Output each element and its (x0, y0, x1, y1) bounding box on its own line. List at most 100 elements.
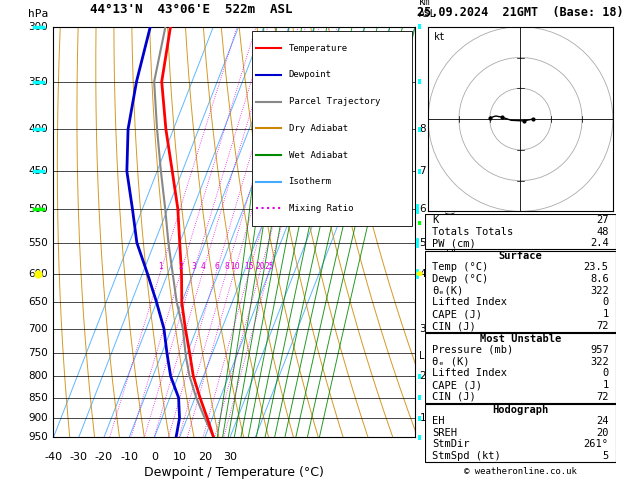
Text: 5: 5 (420, 238, 426, 248)
Text: θₑ(K): θₑ(K) (432, 286, 464, 295)
Text: 1: 1 (159, 261, 164, 271)
Text: 8: 8 (420, 124, 426, 134)
Text: Dewpoint: Dewpoint (289, 70, 331, 80)
Text: 7: 7 (420, 166, 426, 176)
Bar (425, 251, 616, 332)
Text: 27: 27 (596, 215, 609, 225)
Text: 6: 6 (214, 261, 219, 271)
Text: Dewp (°C): Dewp (°C) (432, 274, 489, 284)
Text: 15: 15 (245, 261, 254, 271)
Text: 450: 450 (28, 166, 48, 176)
Text: 25.09.2024  21GMT  (Base: 18): 25.09.2024 21GMT (Base: 18) (417, 6, 624, 19)
Text: 750: 750 (28, 348, 48, 358)
Text: 500: 500 (28, 204, 48, 214)
Text: 20: 20 (198, 452, 212, 462)
Text: 23.5: 23.5 (584, 262, 609, 272)
Text: 322: 322 (590, 357, 609, 366)
Text: 10: 10 (172, 452, 187, 462)
Text: +: + (428, 269, 437, 278)
Text: Wet Adiabat: Wet Adiabat (289, 151, 348, 159)
Text: 5: 5 (603, 451, 609, 461)
Text: Totals Totals: Totals Totals (432, 226, 513, 237)
Text: Lifted Index: Lifted Index (432, 297, 507, 308)
Text: -40: -40 (45, 452, 62, 462)
Text: 10: 10 (230, 261, 240, 271)
Text: Mixing Ratio (g/kg): Mixing Ratio (g/kg) (447, 186, 456, 278)
Text: hPa: hPa (28, 9, 48, 18)
Text: 2: 2 (420, 371, 426, 381)
Text: 900: 900 (28, 413, 48, 423)
Text: CIN (J): CIN (J) (432, 392, 476, 402)
Text: -10: -10 (120, 452, 138, 462)
Text: 2: 2 (179, 261, 184, 271)
Text: 44°13'N  43°06'E  522m  ASL: 44°13'N 43°06'E 522m ASL (90, 3, 292, 17)
Text: -30: -30 (70, 452, 87, 462)
Text: 0: 0 (603, 368, 609, 379)
Text: 1: 1 (603, 380, 609, 390)
Text: -20: -20 (95, 452, 113, 462)
Text: 550: 550 (28, 238, 48, 248)
Text: 72: 72 (596, 392, 609, 402)
Text: 261°: 261° (584, 439, 609, 450)
Text: 1: 1 (603, 309, 609, 319)
Bar (425, 333, 616, 403)
Text: 850: 850 (28, 393, 48, 403)
Text: K: K (432, 215, 438, 225)
Text: 3: 3 (191, 261, 196, 271)
Text: 25: 25 (264, 261, 274, 271)
Text: EH: EH (432, 416, 445, 426)
Text: LCL: LCL (420, 351, 437, 362)
Text: 30: 30 (223, 452, 237, 462)
Text: StmSpd (kt): StmSpd (kt) (432, 451, 501, 461)
Text: 8: 8 (225, 261, 229, 271)
Text: Most Unstable: Most Unstable (480, 333, 561, 344)
Text: 8.6: 8.6 (590, 274, 609, 284)
Bar (425, 404, 616, 462)
Text: Dewpoint / Temperature (°C): Dewpoint / Temperature (°C) (145, 466, 324, 479)
Text: Hodograph: Hodograph (493, 404, 548, 415)
Text: 700: 700 (28, 324, 48, 333)
Text: kt: kt (434, 32, 445, 42)
Text: 20: 20 (255, 261, 265, 271)
Text: θₑ (K): θₑ (K) (432, 357, 470, 366)
Text: 957: 957 (590, 345, 609, 355)
Text: Temperature: Temperature (289, 44, 348, 53)
Text: 0: 0 (603, 297, 609, 308)
Text: Lifted Index: Lifted Index (432, 368, 507, 379)
Text: Temp (°C): Temp (°C) (432, 262, 489, 272)
Text: 650: 650 (28, 297, 48, 307)
Text: Mixing Ratio: Mixing Ratio (289, 204, 353, 213)
Text: Isotherm: Isotherm (289, 177, 331, 186)
Text: 6: 6 (420, 204, 426, 214)
Text: 4: 4 (201, 261, 206, 271)
Text: Pressure (mb): Pressure (mb) (432, 345, 513, 355)
Text: © weatheronline.co.uk: © weatheronline.co.uk (464, 467, 577, 475)
Text: 950: 950 (28, 433, 48, 442)
Bar (252, 31, 411, 226)
Text: Dry Adiabat: Dry Adiabat (289, 124, 348, 133)
Text: 600: 600 (28, 269, 48, 278)
Text: CAPE (J): CAPE (J) (432, 380, 482, 390)
Text: 4: 4 (420, 269, 426, 278)
Text: 20: 20 (596, 428, 609, 437)
Text: 0: 0 (151, 452, 158, 462)
Text: CAPE (J): CAPE (J) (432, 309, 482, 319)
Text: 3: 3 (420, 324, 426, 333)
Bar (425, 214, 616, 249)
Text: 400: 400 (28, 124, 48, 134)
Text: 48: 48 (596, 226, 609, 237)
Text: 800: 800 (28, 371, 48, 381)
Text: 2.4: 2.4 (590, 238, 609, 248)
Text: 1: 1 (420, 413, 426, 423)
Text: 24: 24 (596, 416, 609, 426)
Text: 72: 72 (596, 321, 609, 331)
Text: 300: 300 (28, 22, 48, 32)
Text: Surface: Surface (499, 251, 542, 261)
Text: StmDir: StmDir (432, 439, 470, 450)
Text: km
ASL: km ASL (419, 0, 437, 18)
Text: CIN (J): CIN (J) (432, 321, 476, 331)
Text: 350: 350 (28, 77, 48, 87)
Text: SREH: SREH (432, 428, 457, 437)
Text: 322: 322 (590, 286, 609, 295)
Text: PW (cm): PW (cm) (432, 238, 476, 248)
